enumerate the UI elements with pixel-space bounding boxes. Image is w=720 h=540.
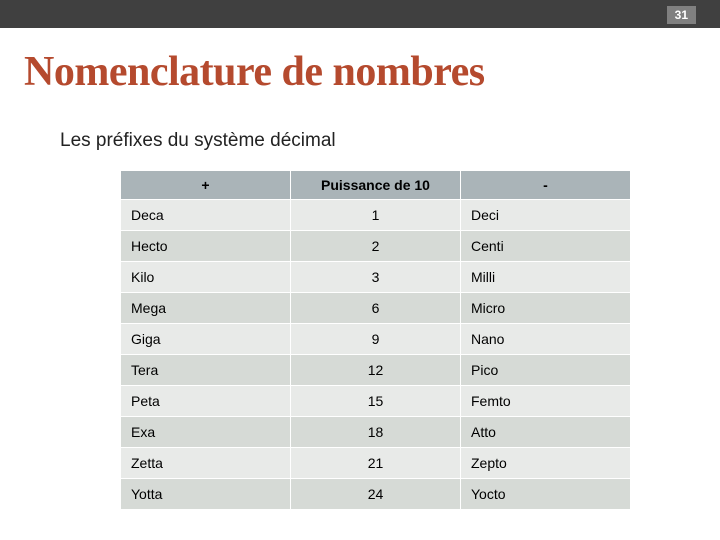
page-title: Nomenclature de nombres [24, 48, 485, 96]
cell-power: 1 [291, 200, 461, 231]
cell-power: 9 [291, 324, 461, 355]
cell-plus: Zetta [121, 448, 291, 479]
col-header-minus: - [461, 171, 631, 200]
cell-minus: Zepto [461, 448, 631, 479]
prefix-table: + Puissance de 10 - Deca 1 Deci Hecto 2 … [120, 170, 631, 510]
cell-plus: Giga [121, 324, 291, 355]
table-row: Hecto 2 Centi [121, 231, 631, 262]
table-row: Peta 15 Femto [121, 386, 631, 417]
top-bar [0, 0, 720, 28]
cell-power: 24 [291, 479, 461, 510]
table-row: Tera 12 Pico [121, 355, 631, 386]
cell-plus: Exa [121, 417, 291, 448]
cell-power: 21 [291, 448, 461, 479]
cell-plus: Deca [121, 200, 291, 231]
cell-power: 2 [291, 231, 461, 262]
cell-minus: Atto [461, 417, 631, 448]
table-row: Exa 18 Atto [121, 417, 631, 448]
cell-plus: Yotta [121, 479, 291, 510]
table-row: Zetta 21 Zepto [121, 448, 631, 479]
cell-plus: Kilo [121, 262, 291, 293]
table-body: Deca 1 Deci Hecto 2 Centi Kilo 3 Milli M… [121, 200, 631, 510]
cell-power: 3 [291, 262, 461, 293]
prefix-table-wrap: + Puissance de 10 - Deca 1 Deci Hecto 2 … [120, 170, 630, 510]
cell-minus: Micro [461, 293, 631, 324]
col-header-power: Puissance de 10 [291, 171, 461, 200]
subtitle: Les préfixes du système décimal [60, 130, 336, 152]
cell-minus: Nano [461, 324, 631, 355]
cell-plus: Tera [121, 355, 291, 386]
cell-plus: Mega [121, 293, 291, 324]
table-row: Deca 1 Deci [121, 200, 631, 231]
cell-plus: Peta [121, 386, 291, 417]
cell-minus: Milli [461, 262, 631, 293]
cell-plus: Hecto [121, 231, 291, 262]
table-header-row: + Puissance de 10 - [121, 171, 631, 200]
cell-minus: Femto [461, 386, 631, 417]
slide: 31 Nomenclature de nombres Les préfixes … [0, 0, 720, 540]
cell-minus: Yocto [461, 479, 631, 510]
cell-power: 6 [291, 293, 461, 324]
table-row: Giga 9 Nano [121, 324, 631, 355]
cell-power: 18 [291, 417, 461, 448]
page-number: 31 [667, 6, 696, 24]
cell-power: 15 [291, 386, 461, 417]
cell-minus: Pico [461, 355, 631, 386]
table-row: Mega 6 Micro [121, 293, 631, 324]
table-row: Yotta 24 Yocto [121, 479, 631, 510]
cell-minus: Deci [461, 200, 631, 231]
cell-power: 12 [291, 355, 461, 386]
col-header-plus: + [121, 171, 291, 200]
cell-minus: Centi [461, 231, 631, 262]
table-row: Kilo 3 Milli [121, 262, 631, 293]
